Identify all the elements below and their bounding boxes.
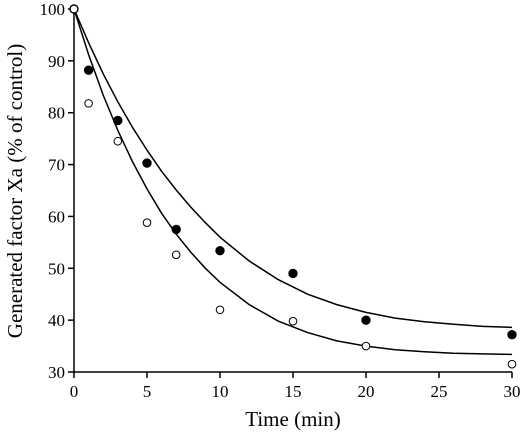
data-markers <box>69 4 517 369</box>
y-tick-label: 80 <box>48 104 65 123</box>
filled-data-point <box>215 245 225 256</box>
y-tick-label: 60 <box>48 207 65 226</box>
open-data-point <box>288 316 298 326</box>
x-axis-title: Time (min) <box>245 407 340 431</box>
open-data-point <box>84 99 93 108</box>
open-data-point <box>507 359 517 369</box>
filled-data-point <box>507 329 517 340</box>
filled-data-point <box>361 315 371 325</box>
x-tick-label: 15 <box>285 382 302 401</box>
y-tick-label: 70 <box>48 156 65 175</box>
filled-data-point <box>142 158 152 168</box>
y-tick-label: 50 <box>48 259 65 278</box>
open-data-point <box>215 305 225 315</box>
x-ticks: 0 5 10 15 20 25 30 <box>70 372 520 401</box>
y-axis-title: Generated factor Xa (% of control) <box>3 44 27 338</box>
y-tick-label: 40 <box>48 311 65 330</box>
fit-curves <box>73 8 513 356</box>
x-tick-label: 0 <box>70 382 79 401</box>
x-tick-label: 5 <box>143 382 152 401</box>
open-data-point <box>142 218 152 227</box>
x-tick-label: 10 <box>212 382 229 401</box>
open-data-point <box>361 341 371 351</box>
fit-curve-1 <box>73 8 513 329</box>
x-tick-label: 20 <box>358 382 375 401</box>
filled-data-point <box>171 224 181 235</box>
filled-data-point <box>288 268 298 279</box>
open-data-point <box>171 250 181 260</box>
y-ticks: 30 40 50 60 70 80 90 100 <box>40 0 74 382</box>
y-tick-label: 30 <box>48 363 65 382</box>
open-data-point <box>113 136 123 146</box>
open-data-point <box>69 4 79 14</box>
filled-data-point <box>113 115 123 126</box>
x-tick-label: 25 <box>431 382 448 401</box>
y-tick-label: 100 <box>40 0 66 19</box>
filled-data-point <box>83 65 94 75</box>
y-tick-label: 90 <box>48 52 65 71</box>
x-tick-label: 30 <box>504 382 520 401</box>
fit-curve-2 <box>73 8 513 356</box>
